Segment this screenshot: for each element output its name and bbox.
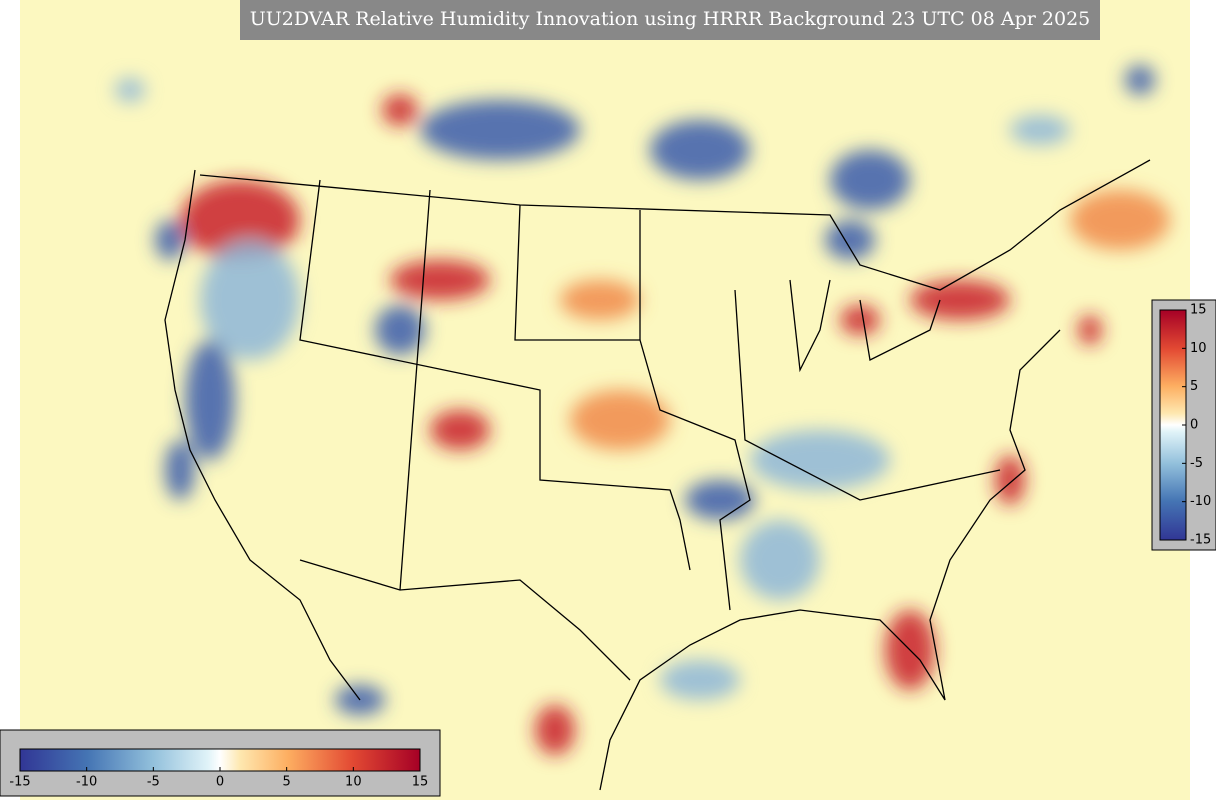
field-blob — [115, 78, 145, 102]
field-blob — [910, 280, 1010, 320]
field-blob — [660, 660, 740, 700]
field-blob — [1070, 190, 1170, 250]
field-blob — [165, 440, 195, 500]
field-blob — [375, 305, 425, 355]
field-blob — [1125, 65, 1155, 95]
title-box — [240, 0, 1100, 40]
colorbar-tick-label: -10 — [76, 775, 97, 790]
colorbar-tick-label: 10 — [1190, 341, 1207, 356]
map-title: UU2DVAR Relative Humidity Innovation usi… — [250, 8, 1091, 30]
field-blob — [185, 340, 235, 460]
colorbar-tick-label: 15 — [1190, 303, 1207, 318]
colorbar-tick-label: 10 — [345, 775, 362, 790]
field-blob — [390, 260, 490, 300]
field-blob — [420, 100, 580, 160]
field-blob — [830, 150, 910, 210]
colorbar-tick-label: 15 — [412, 775, 429, 790]
field-blob — [685, 480, 755, 520]
field-blob — [1010, 115, 1070, 145]
field-blob — [535, 705, 575, 755]
colorbar-tick-label: -5 — [1190, 456, 1203, 471]
colorbar-tick-label: -5 — [147, 775, 160, 790]
field-blob — [560, 280, 640, 320]
colorbar-tick-label: -15 — [9, 775, 30, 790]
colorbar-tick-label: 0 — [1190, 418, 1198, 433]
field-blob — [430, 410, 490, 450]
field-blob — [570, 390, 670, 450]
map — [20, 0, 1190, 800]
field-blob — [740, 520, 820, 600]
field-blob — [180, 180, 300, 260]
field-blob — [825, 220, 875, 260]
colorbar-tick-label: -15 — [1190, 533, 1211, 548]
field-blob — [840, 305, 880, 335]
field-blob — [750, 430, 890, 490]
colorbar-tick-label: -10 — [1190, 494, 1211, 509]
colorbar-tick-label: 5 — [1190, 379, 1198, 394]
humidity-field — [115, 65, 1170, 755]
colorbar-tick-label: 0 — [216, 775, 224, 790]
colorbar — [1159, 309, 1187, 541]
colorbar-tick-label: 5 — [283, 775, 291, 790]
boundaries — [164, 159, 1151, 791]
field-blob — [155, 220, 185, 260]
field-blob — [382, 94, 418, 126]
field-blob — [200, 240, 300, 360]
field-blob — [995, 455, 1025, 505]
field-blob — [650, 120, 750, 180]
field-blob — [1078, 315, 1102, 345]
